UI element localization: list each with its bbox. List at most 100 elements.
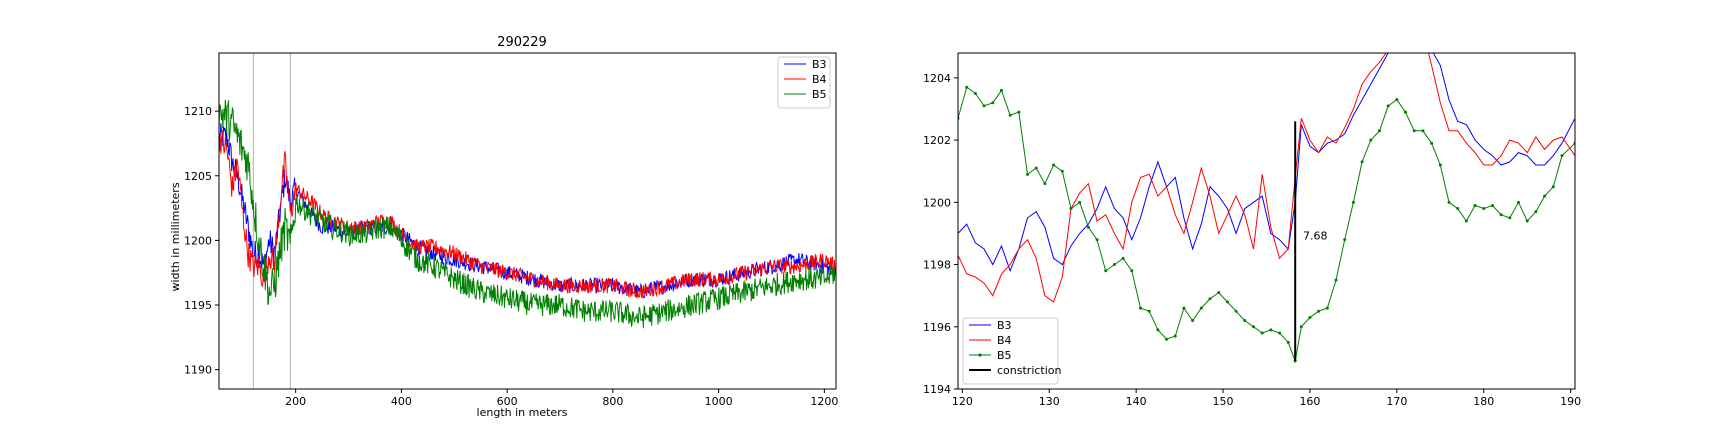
- x-tick-label: 1000: [705, 395, 733, 408]
- series-point-b5: [1334, 278, 1338, 282]
- y-tick-label: 1202: [923, 134, 951, 147]
- series-point-b5: [1191, 319, 1195, 323]
- series-point-b5: [1156, 328, 1160, 332]
- x-tick-label: 170: [1386, 395, 1407, 408]
- series-point-b5: [973, 91, 977, 95]
- constriction-value-label: 7.68: [1303, 230, 1328, 243]
- series-point-b5: [1234, 309, 1238, 313]
- series-line-b3: [219, 123, 836, 298]
- y-tick-label: 1194: [923, 383, 951, 396]
- plot-frame: [957, 52, 1576, 390]
- series-line-b3: [958, 53, 1575, 273]
- series-point-b5: [1182, 306, 1186, 310]
- x-tick-label: 150: [1213, 395, 1234, 408]
- series-point-b5: [1421, 129, 1425, 133]
- left-chart-ylabel: width in millimeters: [169, 182, 182, 291]
- series-point-b5: [1069, 207, 1073, 211]
- legend-label-b3: B3: [997, 319, 1012, 332]
- series-point-b5: [1104, 269, 1108, 273]
- series-point-b5: [1456, 207, 1460, 211]
- series-point-b5: [1343, 238, 1347, 242]
- series-point-b5: [1499, 213, 1503, 217]
- legend-label-b5: B5: [812, 88, 827, 101]
- series-point-b5: [1386, 104, 1390, 108]
- left-chart-plot-area: [219, 53, 836, 389]
- series-point-b5: [1299, 325, 1303, 329]
- series-point-b5: [1130, 269, 1134, 273]
- x-tick-label: 130: [1039, 395, 1060, 408]
- legend-box: [777, 56, 831, 109]
- series-point-b5: [1138, 306, 1142, 310]
- series-point-b5: [1360, 160, 1364, 164]
- series-point-b5: [1026, 172, 1030, 176]
- series-point-b5: [1473, 203, 1477, 207]
- legend-label-b5: B5: [997, 349, 1012, 362]
- series-point-b5: [1278, 331, 1282, 335]
- right-chart-legend: B3 B4 B5 constriction: [962, 317, 1062, 385]
- series-point-b5: [982, 104, 986, 108]
- y-tick-label: 1204: [923, 72, 951, 85]
- x-tick-label: 190: [1560, 395, 1581, 408]
- left-chart-axes: 200 400 600 800 1000 1200 1190 1195 1200 1205 1210: [184, 52, 838, 408]
- series-point-b5: [1351, 200, 1355, 204]
- right-chart-plot-area: [958, 53, 1575, 363]
- series-point-b5: [1369, 138, 1373, 142]
- legend-label-b4: B4: [812, 73, 827, 86]
- series-point-b5: [1208, 297, 1212, 301]
- series-point-b5: [1225, 300, 1229, 304]
- legend-marker-b5: [978, 353, 982, 357]
- y-tick-label: 1210: [184, 105, 212, 118]
- series-point-b5: [1086, 225, 1090, 229]
- series-point-b5: [1508, 216, 1512, 220]
- y-tick-label: 1200: [923, 196, 951, 209]
- series-point-b5: [1517, 200, 1521, 204]
- x-tick-label: 200: [285, 395, 306, 408]
- right-chart-axes: 120 130 140 150 160 170 180 190 1194 1196 1198 1200…: [923, 52, 1581, 408]
- series-point-b5: [1551, 185, 1555, 189]
- series-point-b5: [1095, 238, 1099, 242]
- series-point-b5: [1121, 256, 1125, 260]
- y-tick-label: 1200: [184, 234, 212, 247]
- x-tick-label: 800: [602, 395, 623, 408]
- x-tick-label: 120: [952, 395, 973, 408]
- x-tick-label: 180: [1473, 395, 1494, 408]
- series-point-b5: [1260, 331, 1264, 335]
- series-point-b5: [965, 85, 969, 89]
- x-tick-label: 1200: [810, 395, 838, 408]
- legend-label-b3: B3: [812, 58, 827, 71]
- y-tick-label: 1196: [923, 321, 951, 334]
- y-tick-label: 1190: [184, 364, 212, 377]
- series-point-b5: [1560, 154, 1564, 158]
- series-point-b5: [1525, 219, 1529, 223]
- series-point-b5: [1404, 110, 1408, 114]
- series-point-b5: [1008, 113, 1012, 117]
- left-chart-legend: B3 B4 B5: [777, 56, 831, 109]
- series-point-b5: [1438, 163, 1442, 167]
- y-tick-label: 1198: [923, 259, 951, 272]
- series-point-b5: [1052, 163, 1056, 167]
- x-tick-label: 400: [391, 395, 412, 408]
- series-line-b5: [219, 99, 836, 329]
- series-point-b5: [1112, 263, 1116, 267]
- series-point-b5: [1034, 166, 1038, 170]
- left-chart-title: 290229: [497, 35, 547, 50]
- left-chart: 290229 200 400 600 800 1000 1200 1190 1195 1200 1…: [169, 35, 838, 419]
- series-point-b5: [999, 88, 1003, 92]
- series-point-b5: [1377, 129, 1381, 133]
- series-line-b4: [958, 53, 1575, 303]
- legend-label-b4: B4: [997, 334, 1012, 347]
- series-line-b4: [219, 130, 836, 299]
- x-tick-label: 160: [1299, 395, 1320, 408]
- series-point-b5: [1490, 203, 1494, 207]
- series-point-b5: [1482, 207, 1486, 211]
- legend-label-constriction: constriction: [997, 364, 1062, 377]
- y-tick-label: 1205: [184, 170, 212, 183]
- series-point-b5: [1060, 169, 1064, 173]
- series-point-b5: [1317, 309, 1321, 313]
- series-point-b5: [1147, 309, 1151, 313]
- series-point-b5: [1199, 306, 1203, 310]
- legend-box: [962, 317, 1059, 385]
- series-point-b5: [1078, 200, 1082, 204]
- series-point-b5: [1534, 210, 1538, 214]
- series-point-b5: [1165, 337, 1169, 341]
